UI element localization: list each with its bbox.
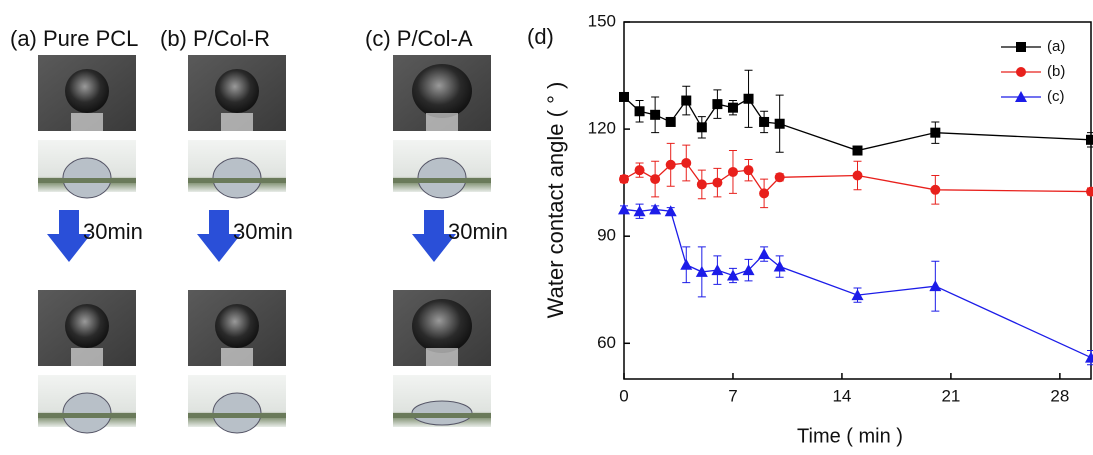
x-axis-label: Time ( min ) <box>797 425 903 447</box>
marker <box>929 280 942 292</box>
arrow <box>47 210 91 262</box>
panel-title: (a) Pure PCL <box>10 26 138 51</box>
x-tick-label: 7 <box>728 386 737 405</box>
droplet <box>65 69 109 113</box>
marker <box>774 118 785 129</box>
marker <box>930 184 941 195</box>
marker <box>619 174 629 185</box>
reflection <box>426 113 458 131</box>
legend-marker <box>1015 91 1027 102</box>
time-label: 30min <box>83 219 143 244</box>
marker <box>619 91 629 102</box>
droplet <box>215 69 259 113</box>
y-tick-label: 150 <box>588 11 616 30</box>
panel-label: (d) <box>527 24 554 49</box>
panel-title: (c) P/Col-A <box>365 26 473 51</box>
marker <box>743 93 754 104</box>
marker <box>742 264 755 276</box>
marker <box>695 265 708 277</box>
arrow <box>197 210 241 262</box>
y-axis-label: Water contact angle ( ° ) <box>543 82 568 319</box>
legend-label: (c) <box>1047 88 1065 105</box>
marker <box>930 127 941 138</box>
panel-title: (b) P/Col-R <box>160 26 270 51</box>
marker <box>774 172 785 183</box>
marker <box>633 205 646 217</box>
marker <box>852 170 863 181</box>
x-tick-label: 14 <box>832 386 851 405</box>
droplet <box>412 64 472 118</box>
marker <box>665 159 676 170</box>
droplet <box>215 304 259 348</box>
reflection <box>71 348 103 366</box>
marker <box>665 116 676 127</box>
marker <box>1086 134 1093 145</box>
marker <box>680 258 693 270</box>
legend-label: (b) <box>1047 63 1065 80</box>
marker <box>1085 351 1093 363</box>
marker <box>649 203 662 215</box>
photo-panels: (a) Pure PCL 30min (b) P/Col-R 30min (c) P/C… <box>10 26 508 434</box>
marker <box>711 264 724 276</box>
y-tick-label: 120 <box>588 119 616 138</box>
time-label: 30min <box>448 219 508 244</box>
marker <box>712 99 723 110</box>
series-line <box>623 96 1092 152</box>
legend-marker <box>1016 67 1026 77</box>
series-line <box>623 208 1092 359</box>
y-tick-label: 90 <box>597 226 616 245</box>
marker <box>634 165 645 176</box>
reflection <box>221 113 253 131</box>
marker <box>650 109 661 120</box>
substrate <box>393 178 491 183</box>
marker <box>618 203 630 215</box>
reflection <box>71 113 103 131</box>
marker <box>726 269 739 281</box>
marker <box>727 102 738 113</box>
legend-label: (a) <box>1047 38 1065 55</box>
marker <box>758 248 771 260</box>
marker <box>681 95 692 106</box>
plot-frame <box>623 21 1092 380</box>
marker <box>664 205 677 217</box>
y-tick-label: 60 <box>597 333 616 352</box>
time-label: 30min <box>233 219 293 244</box>
x-tick-label: 21 <box>941 386 960 405</box>
droplet <box>412 299 472 353</box>
marker <box>851 289 864 301</box>
substrate <box>188 413 286 418</box>
arrow <box>412 210 456 262</box>
marker <box>712 177 723 188</box>
substrate <box>393 413 491 418</box>
x-tick-label: 28 <box>1050 386 1069 405</box>
reflection <box>221 348 253 366</box>
marker <box>773 260 786 272</box>
marker <box>727 166 738 177</box>
marker <box>696 179 707 190</box>
marker <box>743 165 754 176</box>
marker <box>852 145 863 156</box>
marker <box>759 116 770 127</box>
marker <box>759 188 770 199</box>
substrate <box>188 178 286 183</box>
droplet <box>65 304 109 348</box>
marker <box>650 174 661 185</box>
marker <box>696 122 707 133</box>
marker <box>634 106 645 117</box>
legend-marker <box>1016 42 1026 52</box>
substrate <box>38 413 136 418</box>
marker <box>1086 186 1093 197</box>
reflection <box>426 348 458 366</box>
substrate <box>38 178 136 183</box>
x-tick-label: 0 <box>619 386 628 405</box>
marker <box>681 158 692 169</box>
